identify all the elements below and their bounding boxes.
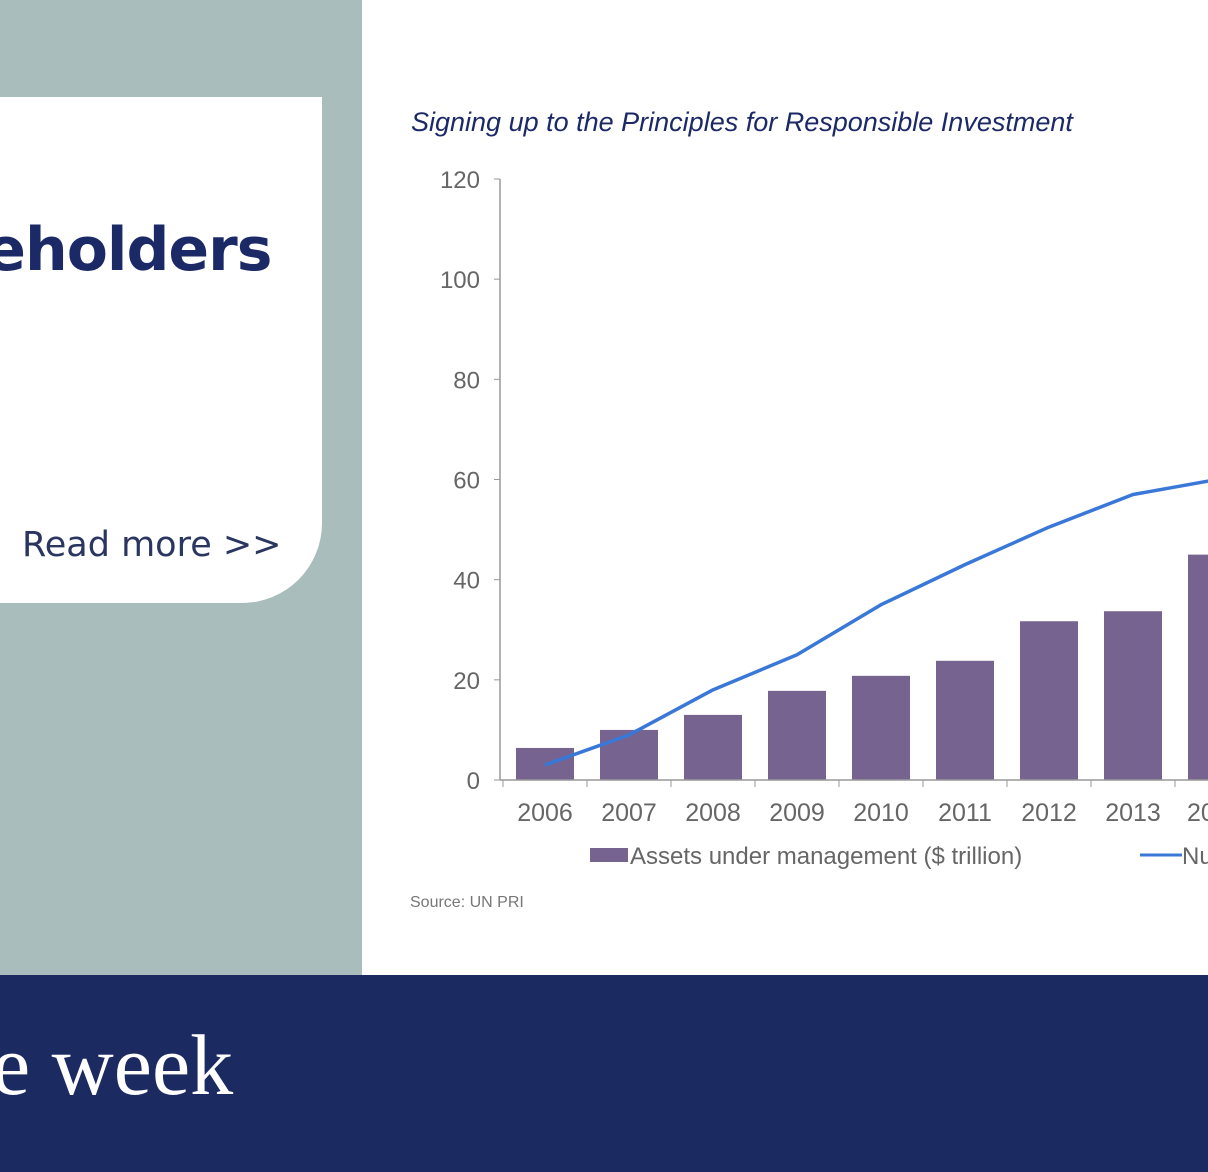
x-tick-label: 2008: [685, 799, 741, 827]
chart: Signing up to the Principles for Respons…: [410, 107, 1208, 911]
x-axis: 2006 2007 2008 2009 2010 2011 2012 2013 20: [500, 779, 1208, 827]
legend: Assets under management ($ trillion) Nu: [590, 843, 1208, 870]
legend-line-label: Nu: [1182, 843, 1208, 870]
card-title: keholders: [0, 215, 272, 285]
legend-bar-swatch: [590, 848, 628, 862]
bar: [768, 690, 826, 780]
bar: [1020, 621, 1078, 780]
x-tick-label: 2011: [938, 799, 992, 827]
line-path: [544, 479, 1208, 767]
chart-source: Source: UN PRI: [410, 894, 524, 911]
bar: [1104, 611, 1162, 780]
y-tick-label: 120: [440, 167, 480, 194]
line-series: [544, 479, 1208, 767]
x-tick-label: 2010: [853, 799, 909, 827]
bar: [936, 660, 994, 780]
y-tick-label: 20: [453, 668, 480, 695]
y-tick-label: 0: [467, 768, 480, 795]
bar: [684, 714, 742, 780]
y-tick-label: 80: [453, 367, 480, 394]
read-more-link[interactable]: Read more >>: [22, 525, 282, 565]
y-tick-label: 40: [453, 568, 480, 595]
promo-card[interactable]: keholders Read more >>: [0, 97, 322, 603]
x-tick-label: 2012: [1021, 799, 1077, 827]
left-panel: keholders Read more >>: [0, 0, 362, 975]
bottom-banner: e week: [0, 975, 1208, 1172]
x-tick-label: 2009: [769, 799, 825, 827]
bar: [600, 729, 658, 780]
y-axis: 0 20 40 60 80 100 120: [440, 167, 501, 795]
legend-bar-label: Assets under management ($ trillion): [630, 843, 1022, 870]
banner-text: e week: [0, 1017, 234, 1113]
bars: [516, 554, 1208, 780]
x-tick-label: 2013: [1105, 799, 1161, 827]
x-tick-label: 2007: [601, 799, 657, 827]
chart-title: Signing up to the Principles for Respons…: [411, 107, 1074, 137]
x-tick-label: 20: [1187, 799, 1208, 827]
bar: [852, 675, 910, 780]
y-tick-label: 100: [440, 267, 480, 294]
bar: [1188, 554, 1208, 780]
x-tick-label: 2006: [517, 799, 573, 827]
y-tick-label: 60: [453, 468, 480, 495]
